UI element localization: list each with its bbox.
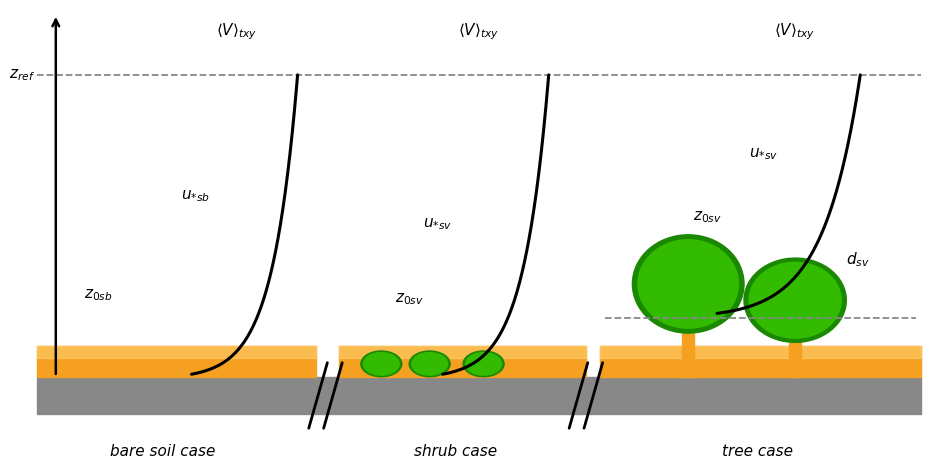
Ellipse shape xyxy=(466,352,501,375)
Text: $u_{*sv}$: $u_{*sv}$ xyxy=(423,217,452,233)
Bar xyxy=(339,346,586,377)
Text: $z_{0sv}$: $z_{0sv}$ xyxy=(693,210,722,226)
Text: $z_{0sb}$: $z_{0sb}$ xyxy=(84,287,113,303)
Text: $z_{0sv}$: $z_{0sv}$ xyxy=(395,292,424,307)
Text: bare soil case: bare soil case xyxy=(110,444,216,459)
Ellipse shape xyxy=(632,235,744,333)
Text: $d_{sv}$: $d_{sv}$ xyxy=(846,250,870,269)
Bar xyxy=(37,377,921,414)
Text: $u_{*sb}$: $u_{*sb}$ xyxy=(181,189,210,205)
Text: shrub case: shrub case xyxy=(414,444,498,459)
Bar xyxy=(339,346,586,358)
Ellipse shape xyxy=(750,262,841,338)
Ellipse shape xyxy=(409,351,450,377)
Bar xyxy=(37,346,316,358)
Bar xyxy=(682,316,694,377)
Bar xyxy=(600,346,921,377)
Text: $\langle V \rangle_{txy}$: $\langle V \rangle_{txy}$ xyxy=(458,22,499,42)
Text: $u_{*sv}$: $u_{*sv}$ xyxy=(749,146,777,162)
Ellipse shape xyxy=(412,352,447,375)
Text: $\langle V \rangle_{txy}$: $\langle V \rangle_{txy}$ xyxy=(775,22,816,42)
Text: $z_{ref}$: $z_{ref}$ xyxy=(9,67,35,83)
Text: tree case: tree case xyxy=(723,444,793,459)
Ellipse shape xyxy=(463,351,504,377)
Bar xyxy=(600,346,921,358)
Ellipse shape xyxy=(638,240,738,328)
Ellipse shape xyxy=(364,352,399,375)
Text: $\langle V \rangle_{txy}$: $\langle V \rangle_{txy}$ xyxy=(217,22,258,42)
Ellipse shape xyxy=(744,258,846,343)
Bar xyxy=(37,346,316,377)
Ellipse shape xyxy=(361,351,402,377)
Bar xyxy=(789,328,802,377)
